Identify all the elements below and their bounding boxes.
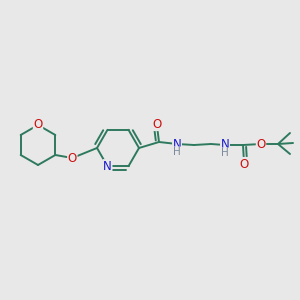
Text: N: N [103,160,112,173]
Text: N: N [220,139,230,152]
Text: O: O [152,118,162,130]
Text: N: N [172,137,182,151]
Text: O: O [68,152,77,164]
Text: O: O [256,137,266,151]
Text: O: O [33,118,43,131]
Text: H: H [173,147,181,157]
Text: O: O [239,158,249,170]
Text: H: H [221,148,229,158]
